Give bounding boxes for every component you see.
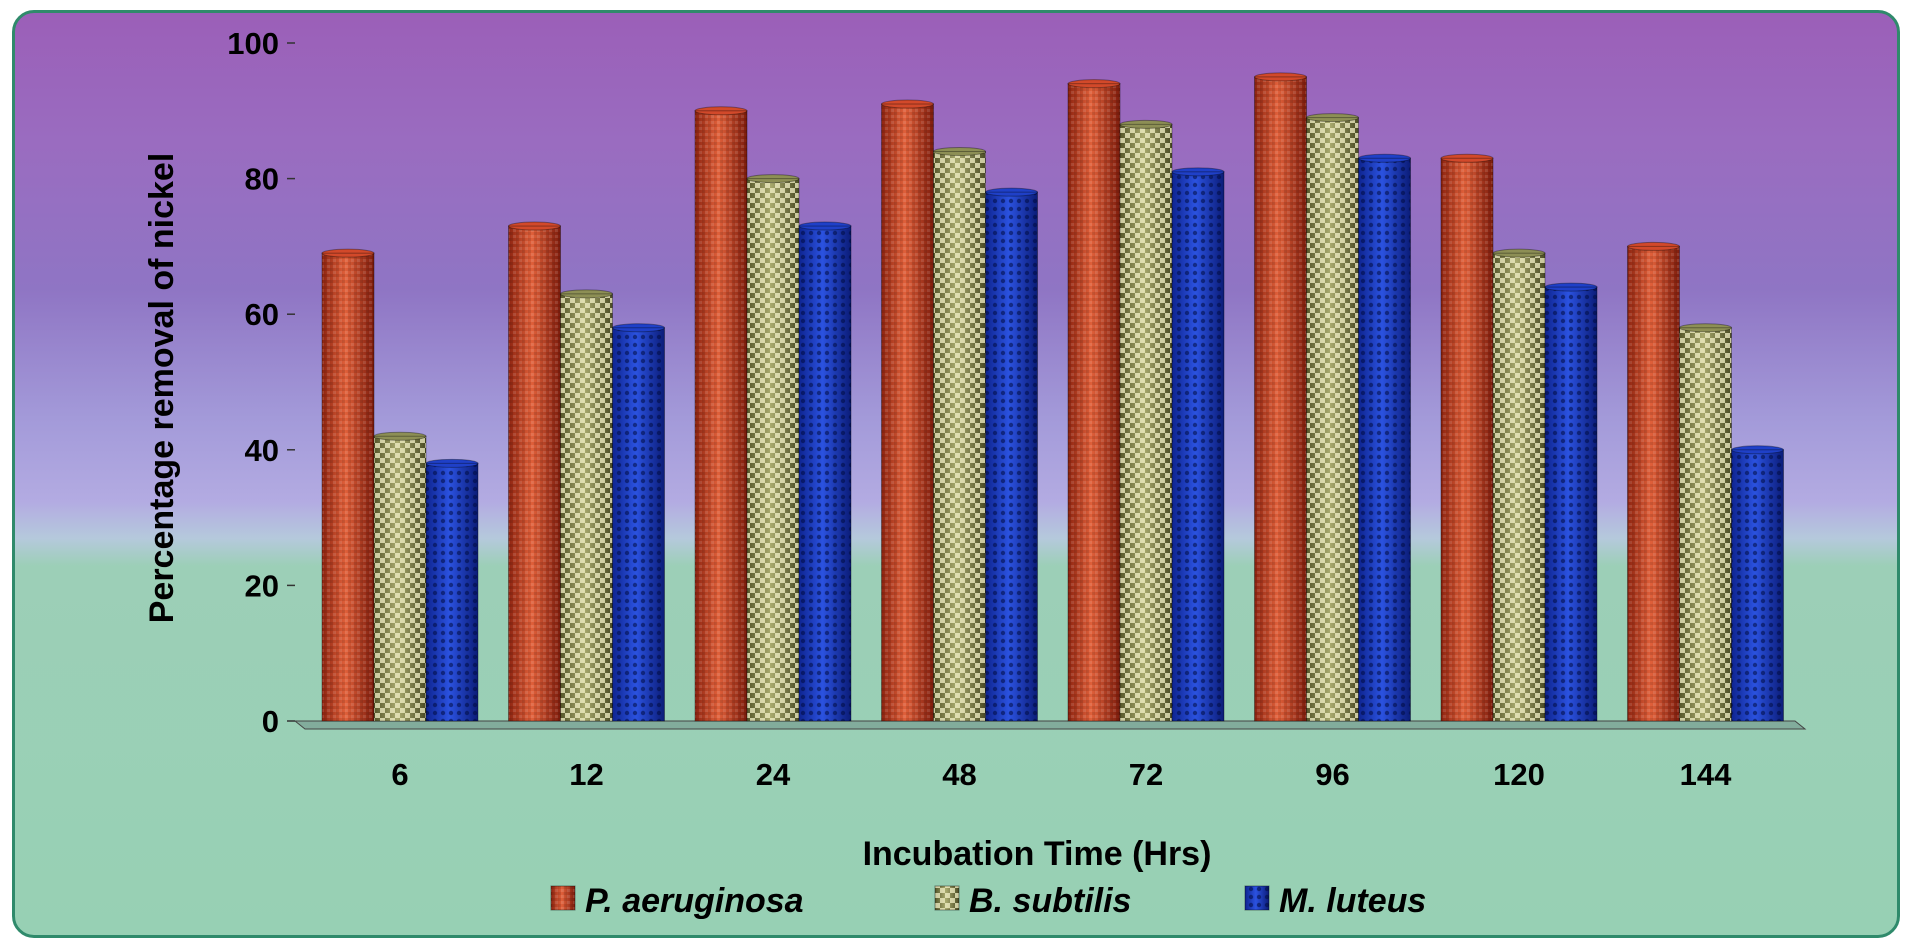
bar-bsubtilis-48 bbox=[933, 146, 986, 722]
bar-paeruginosa-120 bbox=[1440, 153, 1494, 722]
y-tick-label: 100 bbox=[227, 26, 279, 61]
y-tick-label: 40 bbox=[245, 433, 279, 468]
legend: P. aeruginosa B. subtilis M. luteus bbox=[550, 882, 1426, 920]
bar-mluteus-12 bbox=[612, 323, 665, 722]
bar-paeruginosa-48 bbox=[881, 99, 934, 722]
x-tick-label: 48 bbox=[942, 757, 976, 792]
bar-bsubtilis-6 bbox=[373, 431, 427, 722]
chart-frame: 0 20 40 60 80 100 6 12 24 48 72 96 120 144 Percentage… bbox=[12, 10, 1900, 938]
bar-paeruginosa-6 bbox=[321, 248, 375, 722]
bar-paeruginosa-24 bbox=[694, 106, 748, 722]
x-tick-label: 96 bbox=[1315, 757, 1349, 792]
bar-paeruginosa-96 bbox=[1254, 72, 1307, 722]
bar-mluteus-120 bbox=[1544, 282, 1598, 722]
chart-floor bbox=[293, 720, 1807, 730]
bar-mluteus-48 bbox=[985, 187, 1038, 722]
legend-item: B. subtilis bbox=[934, 882, 1131, 920]
bar-bsubtilis-24 bbox=[746, 174, 800, 722]
x-tick-label: 120 bbox=[1493, 757, 1545, 792]
x-tick-label: 72 bbox=[1129, 757, 1163, 792]
bar-mluteus-24 bbox=[798, 221, 852, 722]
legend-label: M. luteus bbox=[1279, 882, 1426, 920]
bar-paeruginosa-144 bbox=[1627, 241, 1680, 722]
bar-paeruginosa-12 bbox=[508, 221, 561, 722]
bar-chart: 0 20 40 60 80 100 6 12 24 48 72 96 120 144 Percentage… bbox=[143, 26, 1807, 920]
bar-mluteus-6 bbox=[425, 458, 479, 722]
legend-label: B. subtilis bbox=[969, 882, 1131, 920]
x-tick-label: 24 bbox=[756, 757, 791, 792]
bar-bsubtilis-144 bbox=[1679, 323, 1732, 722]
bar-mluteus-96 bbox=[1358, 153, 1411, 722]
legend-label: P. aeruginosa bbox=[585, 882, 804, 920]
x-tick-label: 144 bbox=[1680, 757, 1732, 792]
x-tick-label: 12 bbox=[569, 757, 603, 792]
legend-item: P. aeruginosa bbox=[550, 882, 804, 920]
bar-bsubtilis-12 bbox=[560, 289, 613, 722]
y-tick-label: 60 bbox=[245, 297, 279, 332]
bar-mluteus-144 bbox=[1731, 445, 1784, 722]
bar-paeruginosa-72 bbox=[1067, 79, 1121, 722]
y-tick-label: 20 bbox=[245, 568, 279, 603]
bar-bsubtilis-120 bbox=[1492, 248, 1546, 722]
y-tick-label: 0 bbox=[262, 704, 279, 739]
legend-item: M. luteus bbox=[1244, 882, 1426, 920]
y-axis-title: Percentage removal of nickel bbox=[143, 153, 181, 624]
bar-bsubtilis-96 bbox=[1306, 113, 1359, 722]
x-axis-title: Incubation Time (Hrs) bbox=[863, 835, 1212, 873]
bar-mluteus-72 bbox=[1171, 167, 1225, 722]
x-tick-label: 6 bbox=[391, 757, 408, 792]
bar-bsubtilis-72 bbox=[1119, 119, 1173, 722]
y-tick-label: 80 bbox=[245, 162, 279, 197]
